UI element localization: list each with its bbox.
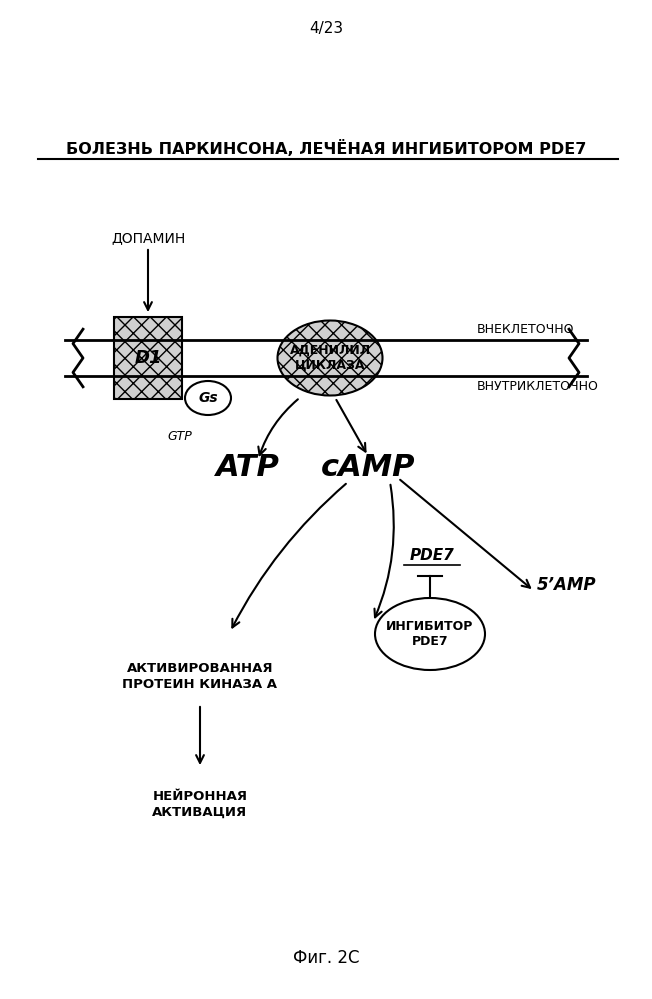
Text: ИНГИБИТОР
PDE7: ИНГИБИТОР PDE7	[387, 620, 474, 648]
Ellipse shape	[185, 381, 231, 415]
Text: ВНУТРИКЛЕТОЧНО: ВНУТРИКЛЕТОЧНО	[477, 380, 599, 393]
Text: АКТИВИРОВАННАЯ
ПРОТЕИН КИНАЗА А: АКТИВИРОВАННАЯ ПРОТЕИН КИНАЗА А	[123, 662, 278, 691]
Bar	[114, 317, 182, 399]
Text: ВНЕКЛЕТОЧНО: ВНЕКЛЕТОЧНО	[477, 323, 574, 336]
Text: 5’AMP: 5’AMP	[537, 576, 597, 594]
Text: ДОПАМИН: ДОПАМИН	[111, 231, 185, 245]
Text: D1: D1	[134, 349, 162, 367]
Text: GTP: GTP	[168, 430, 192, 443]
Text: cAMP: cAMP	[321, 454, 415, 483]
Text: НЕЙРОННАЯ
АКТИВАЦИЯ: НЕЙРОННАЯ АКТИВАЦИЯ	[153, 790, 248, 819]
Text: ATP: ATP	[216, 454, 280, 483]
Bar	[114, 317, 182, 399]
Text: Фиг. 2C: Фиг. 2C	[293, 949, 359, 967]
Text: PDE7: PDE7	[409, 548, 454, 563]
Text: АДЕНИЛИЛ
ЦИКЛАЗА: АДЕНИЛИЛ ЦИКЛАЗА	[289, 344, 370, 372]
Ellipse shape	[375, 598, 485, 670]
Text: 4/23: 4/23	[309, 21, 343, 36]
Ellipse shape	[278, 321, 383, 396]
Text: Gs: Gs	[198, 391, 218, 405]
Text: БОЛЕЗНЬ ПАРКИНСОНА, ЛЕЧЁНАЯ ИНГИБИТОРОМ PDE7: БОЛЕЗНЬ ПАРКИНСОНА, ЛЕЧЁНАЯ ИНГИБИТОРОМ …	[66, 140, 586, 157]
